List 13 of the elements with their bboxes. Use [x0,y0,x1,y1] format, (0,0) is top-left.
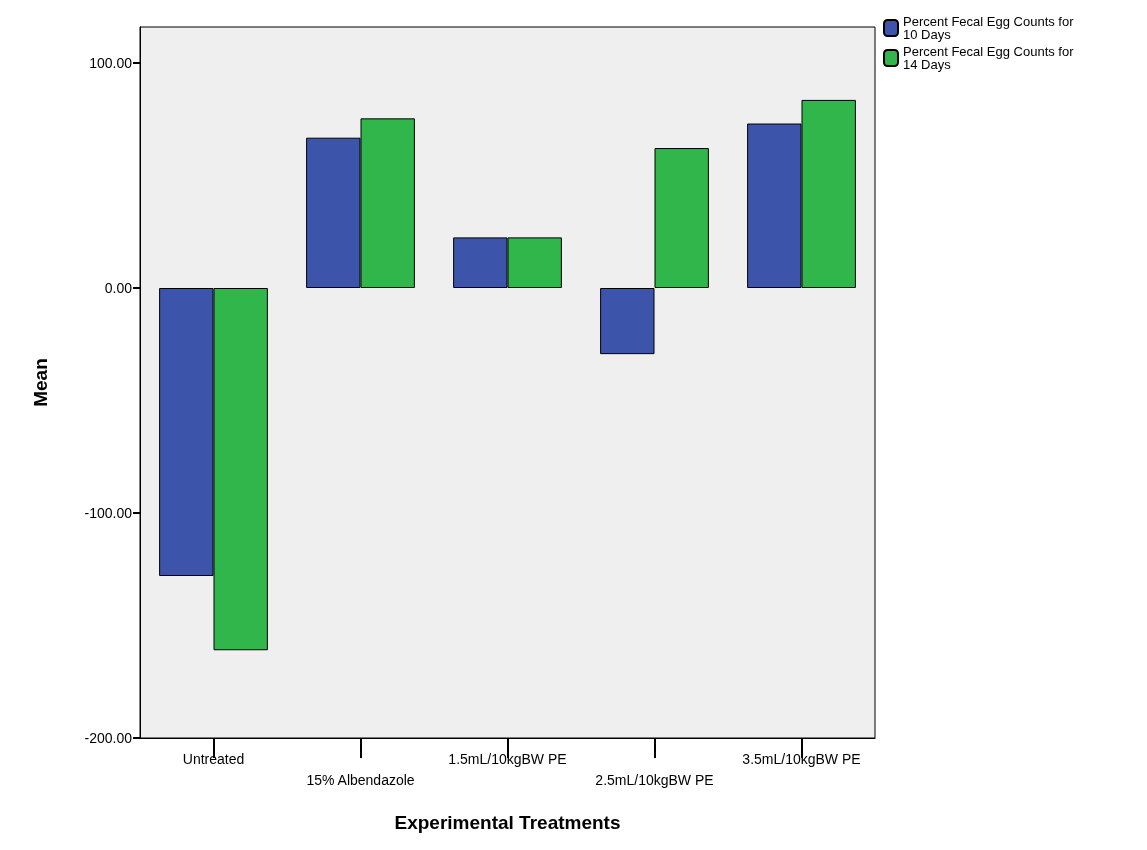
y-tick-label: 100.00 [89,55,133,71]
x-axis-title: Experimental Treatments [394,812,621,833]
y-axis-title: Mean [30,358,51,407]
legend-label: Percent Fecal Egg Counts for 10 Days [903,14,1078,42]
legend-label: Percent Fecal Egg Counts for 14 Days [903,44,1078,72]
x-tick-label: 1.5mL/10kgBW PE [448,750,567,767]
y-tick-label: -100.00 [84,505,133,521]
x-tick-label: 15% Albendazole [306,771,415,788]
x-tick-label: Untreated [182,750,245,767]
x-tick-label: 2.5mL/10kgBW PE [595,771,714,788]
y-tick-label: 0.00 [104,280,133,296]
x-tick-label: 3.5mL/10kgBW PE [742,750,861,767]
y-tick-label: -200.00 [84,730,133,746]
